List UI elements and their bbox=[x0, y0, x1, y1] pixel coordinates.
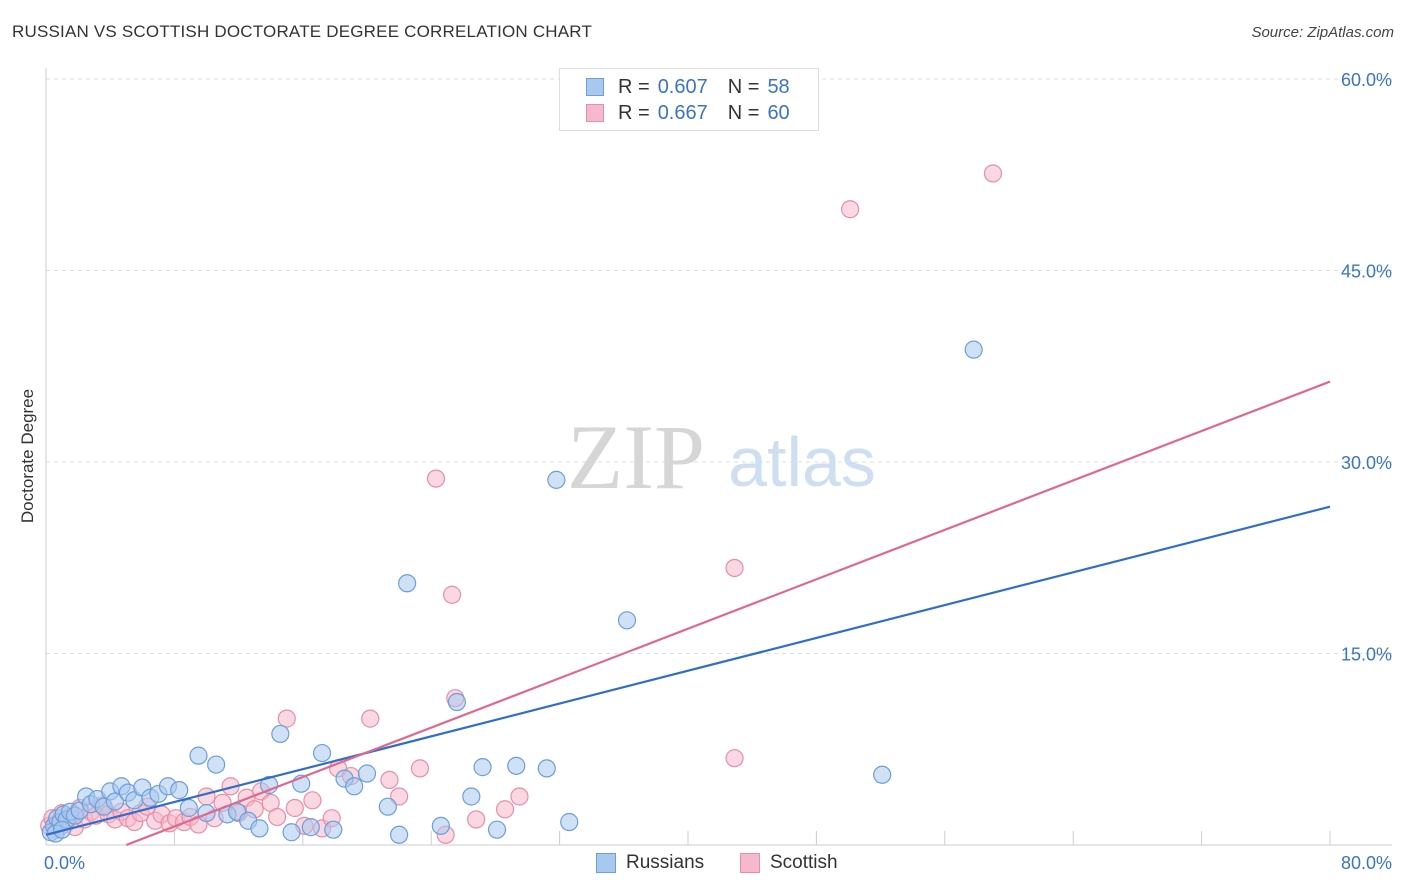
y-tick-label: 60.0% bbox=[1341, 70, 1392, 90]
y-tick-label: 45.0% bbox=[1341, 262, 1392, 282]
russian-point bbox=[170, 781, 189, 800]
russian-point bbox=[547, 470, 566, 489]
russian-point bbox=[487, 820, 507, 839]
russian-point bbox=[447, 692, 466, 712]
russian-point bbox=[207, 755, 226, 774]
legend-row-scottish: R = 0.667 N = 60 bbox=[586, 100, 810, 126]
russian-point bbox=[473, 758, 492, 777]
axes bbox=[45, 68, 1392, 846]
legend-r-label: R = bbox=[618, 75, 650, 98]
russian-point bbox=[312, 743, 332, 763]
trend-lines bbox=[45, 380, 1331, 847]
legend-n-value: 58 bbox=[767, 75, 790, 98]
correlation-legend: R = 0.607 N = 58 R = 0.667 N = 60 bbox=[559, 68, 819, 131]
russian-point bbox=[179, 798, 198, 818]
bottom-legend-swatch-scottish bbox=[740, 853, 760, 873]
scottish-point bbox=[410, 759, 430, 778]
russian-point bbox=[357, 764, 377, 783]
russian-point bbox=[250, 819, 269, 838]
bottom-legend-scottish: Scottish bbox=[740, 852, 838, 874]
scottish-point bbox=[380, 770, 399, 789]
russian-point bbox=[617, 611, 637, 630]
russian-point bbox=[462, 787, 481, 806]
bottom-legend-russians: Russians bbox=[596, 852, 704, 874]
scottish-point bbox=[197, 787, 216, 806]
bottom-legend-label-russians: Russians bbox=[626, 852, 705, 873]
bottom-legend-swatch-russians bbox=[596, 853, 616, 873]
bottom-legend-label-scottish: Scottish bbox=[770, 852, 838, 873]
scottish-point bbox=[303, 791, 322, 810]
legend-r-label: R = bbox=[618, 101, 650, 124]
scottish-point bbox=[510, 787, 529, 806]
legend-n-label: N = bbox=[727, 75, 760, 98]
watermark: ZIP atlas bbox=[567, 406, 876, 508]
scottish-trend-line bbox=[125, 380, 1331, 847]
scottish-point bbox=[285, 798, 304, 818]
russian-point bbox=[873, 765, 892, 784]
legend-n-value: 60 bbox=[767, 101, 790, 124]
legend-swatch-scottish bbox=[586, 104, 604, 122]
y-tick-label: 30.0% bbox=[1341, 453, 1392, 473]
scottish-point bbox=[495, 800, 515, 819]
russian-point bbox=[345, 777, 364, 796]
legend-r-value: 0.667 bbox=[657, 101, 708, 124]
source-credit: Source: ZipAtlas.com bbox=[1251, 24, 1394, 41]
scottish-point bbox=[467, 810, 486, 829]
scottish-point bbox=[983, 164, 1003, 183]
russian-point bbox=[398, 574, 417, 593]
legend-swatch-russians bbox=[586, 78, 604, 96]
scottish-point bbox=[725, 558, 744, 578]
tick-labels: 15.0% 30.0% 45.0% 60.0% 0.0% 80.0% bbox=[44, 70, 1392, 873]
russian-point bbox=[537, 759, 556, 778]
russian-point bbox=[282, 823, 301, 842]
scottish-point bbox=[361, 709, 380, 728]
watermark-atlas: atlas bbox=[728, 423, 876, 501]
scottish-point bbox=[426, 469, 446, 488]
russian-point bbox=[964, 340, 983, 359]
legend-n-label: N = bbox=[727, 101, 760, 124]
scottish-point bbox=[841, 200, 860, 219]
russian-point bbox=[271, 724, 290, 744]
russian-point bbox=[560, 812, 579, 832]
russian-point bbox=[301, 818, 320, 837]
russian-point bbox=[189, 746, 208, 765]
scottish-point bbox=[390, 787, 409, 806]
scottish-point bbox=[442, 585, 462, 604]
russian-point bbox=[390, 825, 409, 844]
russian-trend-line bbox=[45, 505, 1331, 836]
scottish-point bbox=[277, 709, 296, 728]
russian-point bbox=[431, 816, 450, 835]
russian-point bbox=[507, 756, 526, 775]
chart-title: RUSSIAN VS SCOTTISH DOCTORATE DEGREE COR… bbox=[12, 22, 593, 41]
watermark-zip: ZIP bbox=[567, 406, 705, 508]
scottish-point bbox=[268, 807, 287, 827]
x-tick-label: 80.0% bbox=[1341, 853, 1392, 873]
grid-layer bbox=[46, 78, 1392, 654]
data-points bbox=[40, 164, 1003, 844]
russian-point bbox=[324, 820, 343, 839]
russian-point bbox=[105, 792, 125, 811]
scottish-point bbox=[725, 749, 744, 768]
y-tick-label: 15.0% bbox=[1341, 645, 1392, 665]
x-tick-label: 0.0% bbox=[44, 853, 85, 873]
y-axis-label: Doctorate Degree bbox=[18, 388, 37, 524]
russian-point bbox=[378, 797, 397, 816]
legend-row-russians: R = 0.607 N = 58 bbox=[586, 74, 810, 100]
legend-r-value: 0.607 bbox=[657, 75, 708, 98]
